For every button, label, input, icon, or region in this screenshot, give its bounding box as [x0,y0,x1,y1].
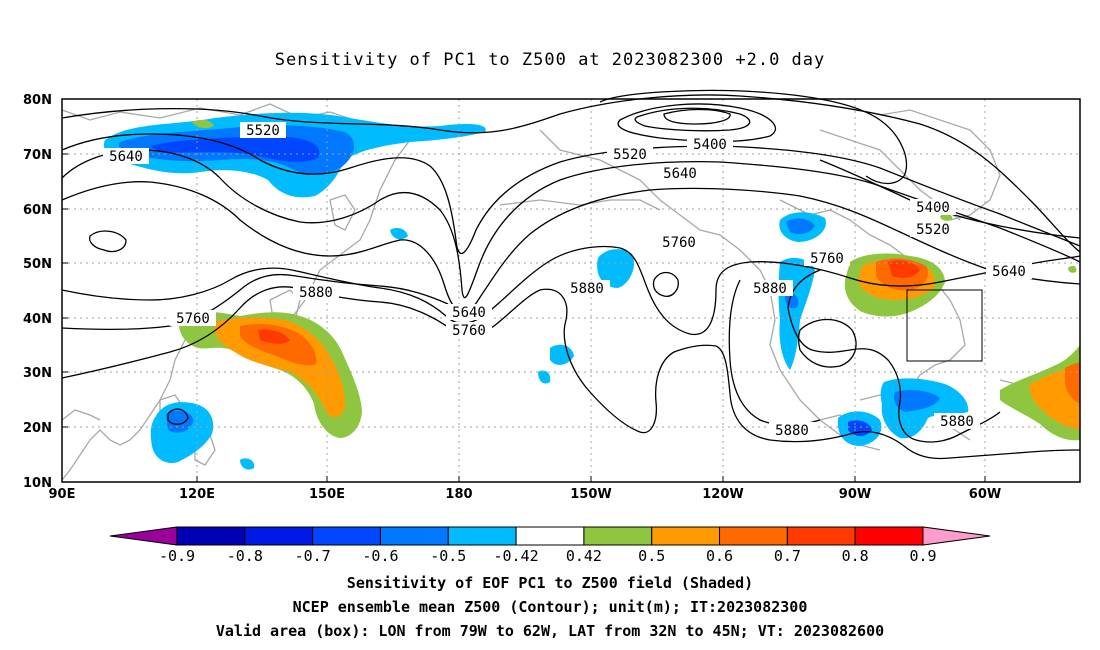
svg-text:5760: 5760 [452,323,486,339]
valid-area-box [906,289,983,362]
colorbar-label: 0.5 [638,547,665,565]
colorbar-label: 0.42 [566,547,602,565]
lon-label: 150W [570,487,611,502]
colorbar-swatch [379,526,449,546]
lat-label: 80N [23,93,52,108]
lon-label: 150E [309,487,345,502]
contour-label: 5520 [607,146,653,163]
colorbar-swatch [786,526,856,546]
contour-label: 5880 [769,422,815,439]
lat-label: 70N [23,148,52,163]
colorbar-swatch [651,526,721,546]
plot-frame [61,98,1081,483]
contour-label: 5880 [564,280,610,297]
svg-text:5400: 5400 [916,200,950,216]
colorbar-label: -0.6 [362,547,398,565]
colorbar-label: 0.7 [774,547,801,565]
lat-label: 40N [23,312,52,327]
contour-label: 5880 [934,413,980,430]
colorbar-swatch [447,526,517,546]
svg-text:5640: 5640 [452,305,486,321]
caption-contour: NCEP ensemble mean Z500 (Contour); unit(… [292,598,808,616]
svg-text:5640: 5640 [109,149,143,165]
svg-text:5640: 5640 [992,264,1026,280]
colorbar-arrow-low [109,526,178,546]
svg-text:5520: 5520 [613,147,647,163]
colorbar-swatch [176,526,246,546]
colorbar-label: -0.8 [227,547,263,565]
colorbar-arrow-high [922,526,991,546]
colorbar-label: 0.8 [842,547,869,565]
colorbar: -0.9 -0.8 -0.7 -0.6 -0.5 -0.42 0.42 0.5 0.6 0.7 0.… [109,526,991,565]
colorbar-label: -0.5 [430,547,466,565]
colorbar-swatch [583,526,653,546]
lat-label: 30N [23,366,52,381]
lon-label: 120W [702,487,743,502]
contour-label: 5640 [103,148,149,165]
latitude-labels: 80N 70N 60N 50N 40N 30N 20N 10N [23,93,52,491]
svg-text:5880: 5880 [299,285,333,301]
svg-text:5880: 5880 [775,423,809,439]
contour-labels: 5520 5640 5520 5400 5640 5400 5520 5760 … [103,122,1032,439]
svg-text:5880: 5880 [753,281,787,297]
lat-label: 10N [23,476,52,491]
colorbar-label: 0.6 [706,547,733,565]
contour-label: 5760 [170,310,216,327]
contour-label: 5640 [657,165,703,182]
colorbar-label: 0.9 [909,547,936,565]
contour-label: 5520 [240,122,286,139]
contour-label: 5400 [910,199,956,216]
colorbar-swatch [854,526,924,546]
colorbar-swatch [515,526,585,546]
colorbar-swatch [719,526,788,546]
svg-text:5880: 5880 [570,281,604,297]
colorbar-label: -0.42 [494,547,539,565]
gridlines [62,99,1080,482]
svg-text:5880: 5880 [940,414,974,430]
contour-label: 5520 [910,221,956,238]
lat-label: 20N [23,421,52,436]
colorbar-swatch [312,526,381,546]
caption-shaded: Sensitivity of EOF PC1 to Z500 field (Sh… [346,574,754,592]
lat-label: 50N [23,257,52,272]
sensitivity-shading [103,112,1080,470]
map-title: Sensitivity of PC1 to Z500 at 2023082300… [274,50,826,70]
svg-text:5520: 5520 [916,222,950,238]
contour-label: 5880 [293,284,339,301]
svg-text:5760: 5760 [810,251,844,267]
svg-text:5400: 5400 [693,137,727,153]
lon-label: 60W [969,487,1001,502]
contour-label: 5640 [446,304,492,321]
contour-label: 5760 [446,322,492,339]
lon-label: 120E [179,487,215,502]
colorbar-swatch [244,526,314,546]
contour-label: 5640 [986,263,1032,280]
contour-label: 5880 [747,280,793,297]
caption-valid-area: Valid area (box): LON from 79W to 62W, L… [215,622,885,640]
contour-label: 5400 [687,136,733,153]
colorbar-label: -0.9 [159,547,195,565]
svg-text:5640: 5640 [663,166,697,182]
contour-label: 5760 [656,234,702,251]
contour-label: 5760 [804,250,850,267]
lon-label: 90E [49,487,76,502]
lat-label: 60N [23,203,52,218]
svg-text:5760: 5760 [662,235,696,251]
lon-label: 180 [445,487,472,502]
axis-ticks [61,98,986,483]
longitude-labels: 90E 120E 150E 180 150W 120W 90W 60W [49,487,1002,502]
colorbar-label: -0.7 [295,547,331,565]
svg-text:5520: 5520 [246,123,280,139]
lon-label: 90W [839,487,871,502]
svg-text:5760: 5760 [176,311,210,327]
